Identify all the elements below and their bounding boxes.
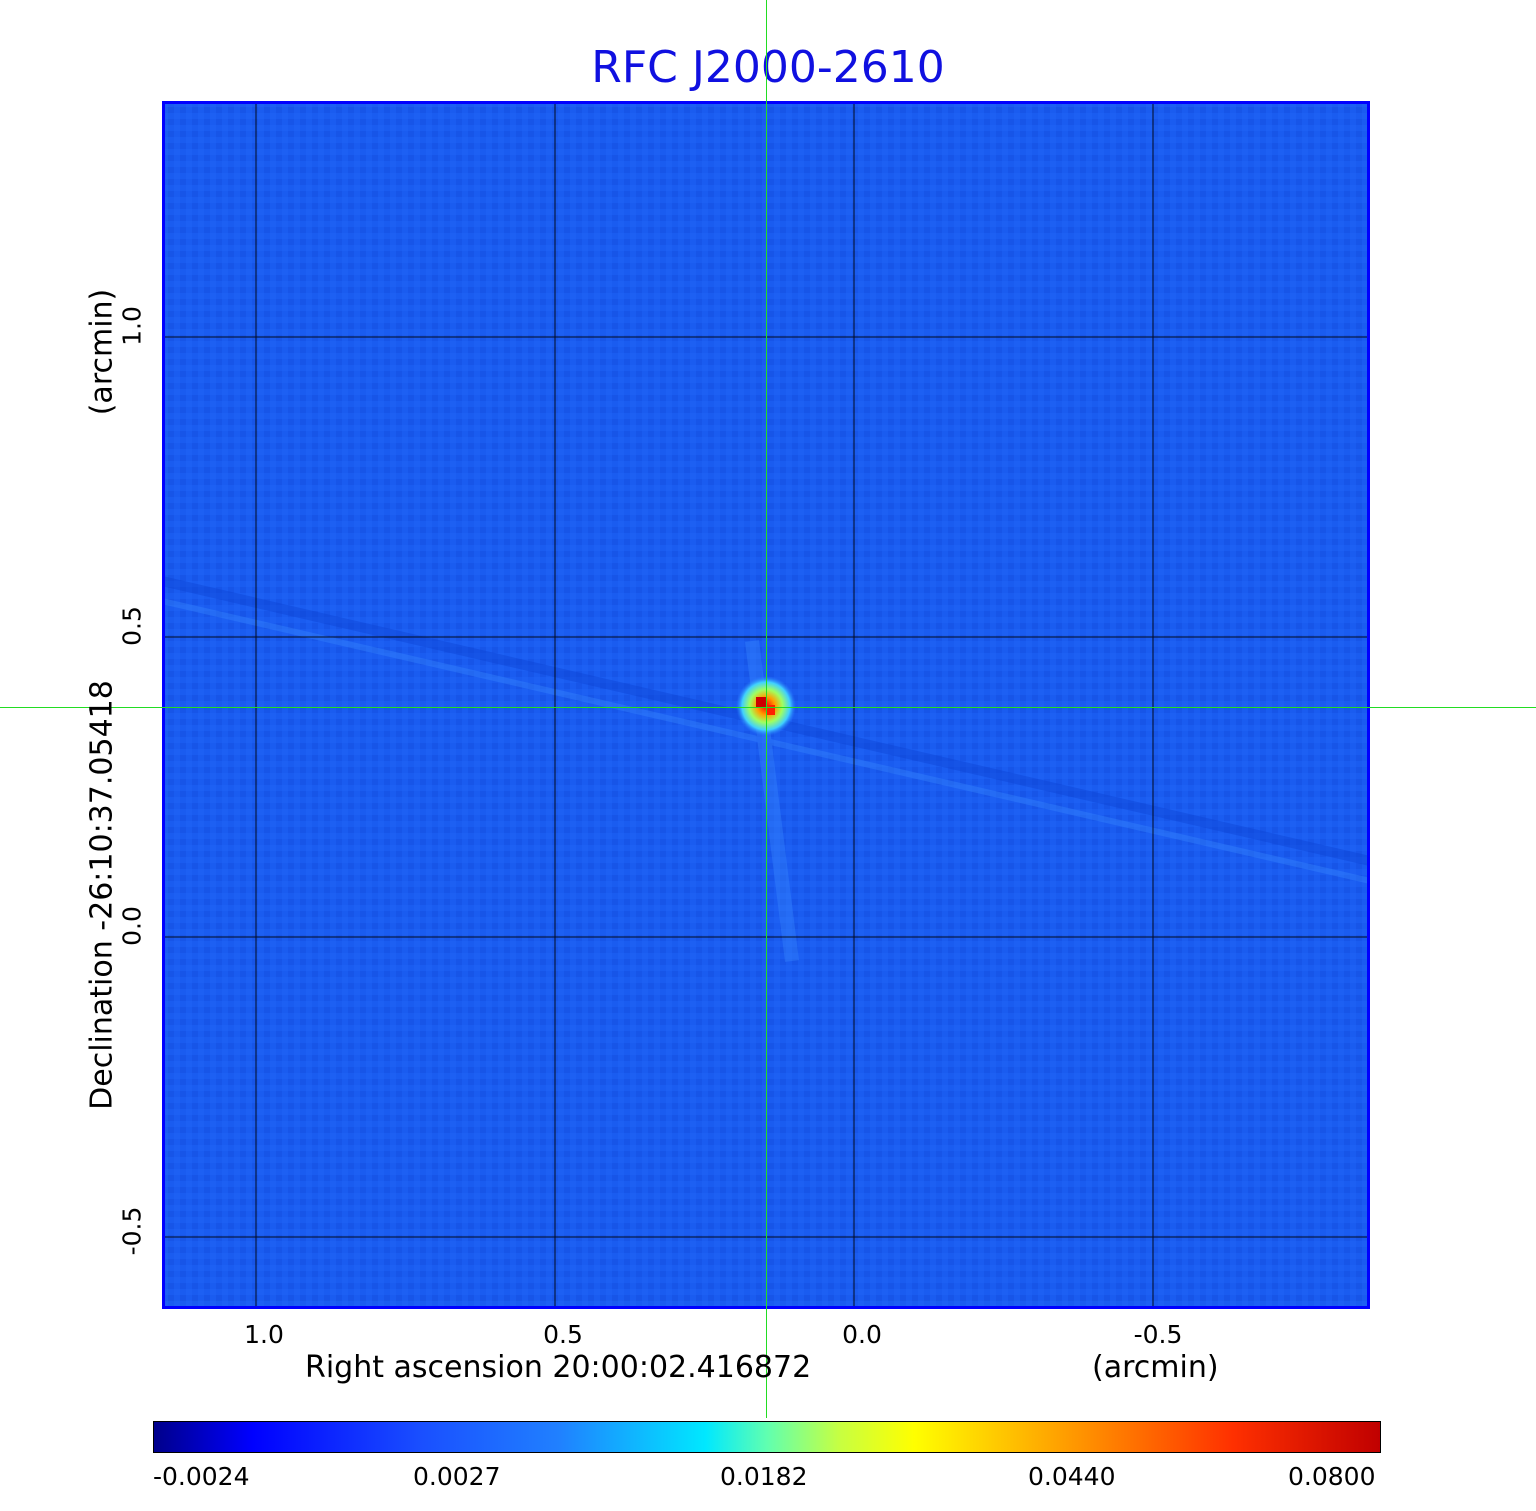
- x-tick-label: 0.5: [543, 1320, 583, 1349]
- colorbar-tick-label: 0.0800: [1288, 1462, 1376, 1491]
- x-tick-label: -0.5: [1133, 1320, 1183, 1349]
- y-axis-unit: (arcmin): [84, 288, 120, 416]
- colorbar-tick-label: 0.0182: [720, 1462, 808, 1491]
- colorbar-tick-label: -0.0024: [153, 1462, 250, 1491]
- source-peak: [756, 697, 766, 707]
- colorbar-tick-label: 0.0440: [1028, 1462, 1116, 1491]
- y-axis-label: Declination -26:10:37.05418: [84, 680, 120, 1110]
- x-tick-label: 0.0: [842, 1320, 882, 1349]
- image-title: RFC J2000-2610: [591, 42, 945, 93]
- y-tick-label: -0.5: [117, 1206, 147, 1256]
- colorbar-tick-label: 0.0027: [413, 1462, 501, 1491]
- x-tick-label: 1.0: [244, 1320, 284, 1349]
- crosshair-horizontal: [0, 707, 1536, 708]
- y-tick-label: 0.5: [117, 606, 147, 646]
- y-tick-label: 1.0: [117, 306, 147, 346]
- colorbar: [153, 1421, 1381, 1453]
- crosshair-vertical: [766, 0, 767, 1418]
- x-axis-unit: (arcmin): [1092, 1350, 1219, 1385]
- source-peak: [766, 705, 775, 715]
- x-axis-label: Right ascension 20:00:02.416872: [305, 1350, 812, 1385]
- y-tick-label: 0.0: [117, 906, 147, 946]
